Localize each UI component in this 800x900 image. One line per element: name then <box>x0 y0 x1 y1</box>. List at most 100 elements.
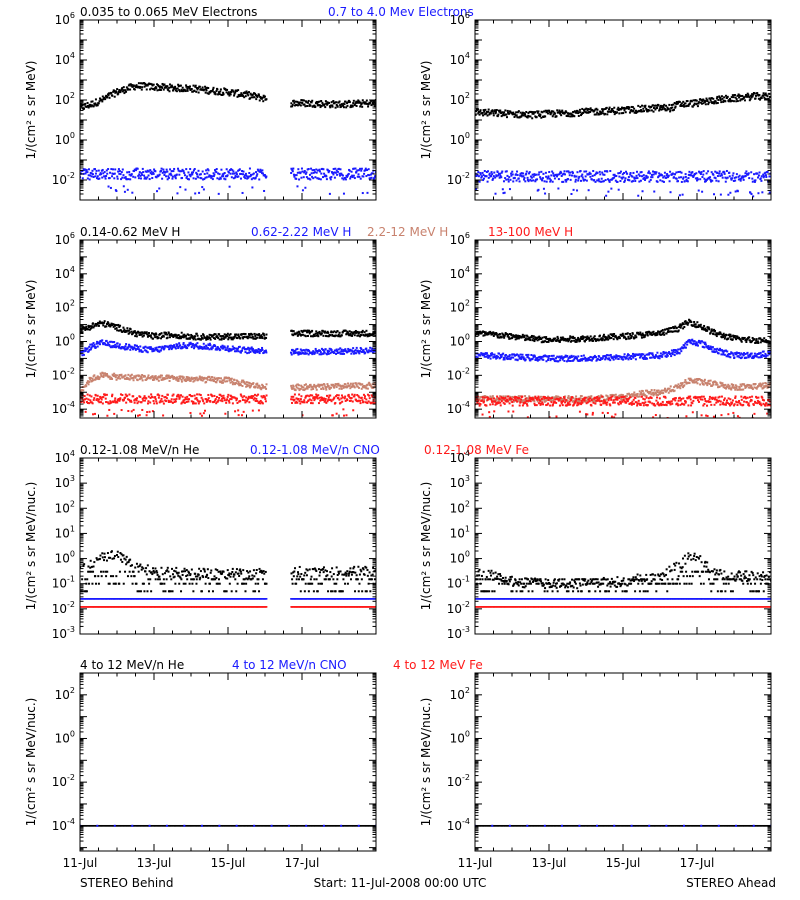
data-point <box>494 333 497 336</box>
series-0-62-2-22-mev-h <box>80 339 376 357</box>
data-point <box>127 373 130 376</box>
data-point <box>110 401 113 404</box>
data-point <box>84 385 87 388</box>
data-point <box>583 108 586 111</box>
data-point <box>677 329 680 332</box>
data-point <box>526 116 529 119</box>
data-point <box>682 323 685 326</box>
data-point <box>372 102 375 105</box>
data-point <box>585 179 588 182</box>
data-point <box>150 348 153 351</box>
data-point <box>540 170 543 173</box>
data-point <box>531 117 534 120</box>
data-point <box>561 336 564 339</box>
data-point <box>566 339 569 342</box>
data-point <box>318 385 321 388</box>
data-point <box>686 321 689 324</box>
data-point <box>314 102 317 105</box>
data-point <box>324 399 327 402</box>
data-point <box>176 343 179 346</box>
data-point <box>629 332 632 335</box>
data-point <box>116 175 119 178</box>
data-point <box>307 99 310 102</box>
data-point <box>95 324 98 327</box>
data-point <box>216 400 219 403</box>
data-point <box>358 335 361 338</box>
data-point <box>356 175 359 178</box>
data-point <box>520 115 523 118</box>
data-point <box>642 110 645 113</box>
data-point <box>133 88 136 91</box>
data-point <box>175 336 178 339</box>
data-point <box>244 172 247 175</box>
data-point <box>220 377 223 380</box>
data-point <box>214 378 217 381</box>
data-point <box>311 175 314 178</box>
data-point <box>293 349 296 352</box>
data-point <box>521 111 524 114</box>
data-point <box>248 349 251 352</box>
data-point <box>760 96 763 99</box>
data-point <box>249 385 252 388</box>
data-point <box>360 348 363 351</box>
data-point <box>494 112 497 115</box>
data-point <box>548 339 551 342</box>
data-point <box>234 176 237 179</box>
data-point <box>218 333 221 336</box>
data-point <box>617 172 620 175</box>
data-point <box>144 345 147 348</box>
data-point <box>751 95 754 98</box>
data-point <box>521 333 524 336</box>
data-point <box>589 172 592 175</box>
data-point <box>575 175 578 178</box>
data-point <box>759 177 762 180</box>
data-point <box>151 396 154 399</box>
data-point <box>259 336 262 339</box>
data-point <box>762 175 765 178</box>
data-point <box>606 170 609 173</box>
data-point <box>650 173 653 176</box>
data-point <box>368 381 371 384</box>
data-point <box>328 388 331 391</box>
data-point <box>479 173 482 176</box>
data-point <box>222 394 225 397</box>
data-point <box>335 348 338 351</box>
data-point <box>261 402 264 405</box>
data-point <box>92 326 95 329</box>
data-point <box>137 331 140 334</box>
data-point <box>136 379 139 382</box>
data-point <box>118 89 121 92</box>
data-point <box>489 330 492 333</box>
data-point <box>308 329 311 332</box>
data-point <box>143 396 146 399</box>
data-point <box>361 105 364 108</box>
data-point <box>234 334 237 337</box>
data-point <box>530 176 533 179</box>
data-point <box>551 115 554 118</box>
data-point <box>219 399 222 402</box>
data-point <box>352 347 355 350</box>
data-point <box>200 379 203 382</box>
data-point <box>92 345 95 348</box>
data-point <box>126 329 129 332</box>
data-point <box>295 386 298 389</box>
data-point <box>115 345 118 348</box>
data-point <box>326 330 329 333</box>
data-point <box>253 351 256 354</box>
data-point <box>151 84 154 87</box>
data-point <box>306 394 309 397</box>
data-point <box>631 175 634 178</box>
data-point <box>556 173 559 176</box>
data-point <box>194 377 197 380</box>
data-point <box>360 167 363 170</box>
data-point <box>645 175 648 178</box>
data-point <box>313 104 316 107</box>
data-point <box>223 333 226 336</box>
data-point <box>549 338 552 341</box>
data-point <box>133 344 136 347</box>
data-point <box>128 398 131 401</box>
data-point <box>297 384 300 387</box>
data-point <box>558 173 561 176</box>
data-point <box>548 109 551 112</box>
data-point <box>121 87 124 90</box>
